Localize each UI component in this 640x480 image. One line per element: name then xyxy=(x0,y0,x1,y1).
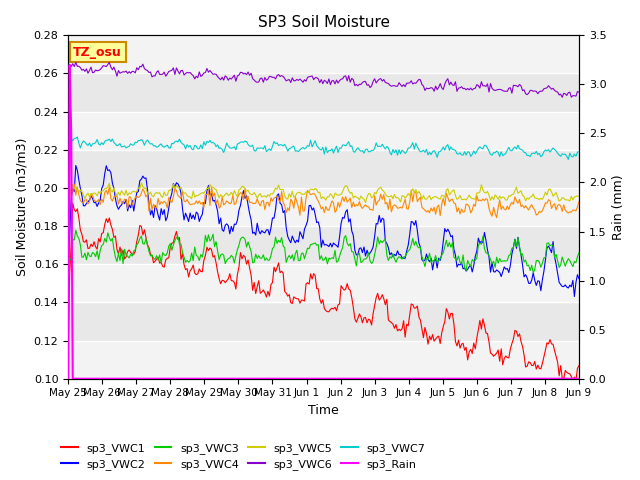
Y-axis label: Rain (mm): Rain (mm) xyxy=(612,174,625,240)
Bar xyxy=(68,264,579,302)
Bar xyxy=(68,112,579,150)
Bar xyxy=(68,188,579,226)
Y-axis label: Soil Moisture (m3/m3): Soil Moisture (m3/m3) xyxy=(15,138,28,276)
Legend: sp3_VWC1, sp3_VWC2, sp3_VWC3, sp3_VWC4, sp3_VWC5, sp3_VWC6, sp3_VWC7, sp3_Rain: sp3_VWC1, sp3_VWC2, sp3_VWC3, sp3_VWC4, … xyxy=(57,438,430,474)
Title: SP3 Soil Moisture: SP3 Soil Moisture xyxy=(257,15,390,30)
Bar xyxy=(68,341,579,379)
Text: TZ_osu: TZ_osu xyxy=(73,46,122,59)
X-axis label: Time: Time xyxy=(308,404,339,417)
Bar xyxy=(68,36,579,73)
